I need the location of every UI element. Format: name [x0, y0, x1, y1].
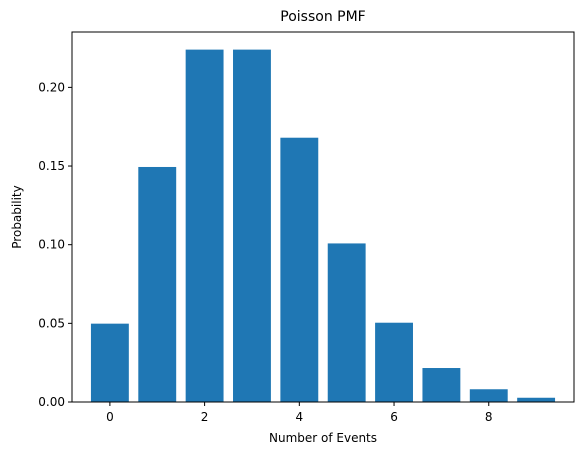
chart-title: Poisson PMF [280, 9, 365, 25]
x-tick-label: 4 [296, 410, 304, 424]
y-tick-label: 0.05 [38, 316, 65, 330]
bar-7 [422, 368, 461, 402]
y-tick-label: 0.15 [38, 159, 65, 173]
x-tick-label: 2 [201, 410, 209, 424]
x-axis-ticks: 0 2 4 6 8 [106, 402, 493, 424]
bar-4 [280, 137, 319, 402]
bar-2 [185, 49, 224, 402]
bars-group [90, 49, 556, 402]
y-tick-label: 0.10 [38, 238, 65, 252]
y-tick-label: 0.00 [38, 395, 65, 409]
bar-8 [469, 389, 508, 402]
x-axis-label: Number of Events [269, 431, 377, 445]
x-tick-label: 6 [390, 410, 398, 424]
x-tick-label: 8 [485, 410, 493, 424]
plot-frame [71, 31, 575, 403]
bar-6 [375, 322, 413, 402]
bar-9 [517, 397, 556, 402]
y-axis-ticks: 0.00 0.05 0.10 0.15 0.20 [38, 80, 72, 409]
bar-5 [327, 243, 366, 402]
y-axis-label: Probability [10, 185, 24, 248]
bar-3 [233, 49, 271, 402]
bar-1 [138, 166, 177, 402]
y-tick-label: 0.20 [38, 80, 65, 94]
x-tick-label: 0 [106, 410, 114, 424]
bar-0 [90, 323, 129, 402]
